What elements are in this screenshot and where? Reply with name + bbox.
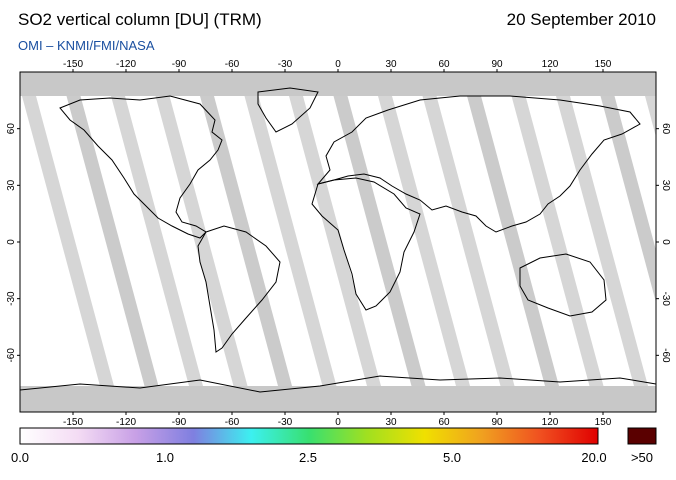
- lon-tick-label: 30: [385, 417, 397, 428]
- lat-tick-label: 60: [660, 123, 671, 135]
- australia-coast: [519, 253, 607, 317]
- longitude-ticks-top: -150 -120 -90 -60 -30 0 30 60 90 120 150: [63, 59, 612, 72]
- lat-tick-label: -60: [6, 348, 17, 363]
- lon-tick-label: 90: [491, 417, 503, 428]
- orbit-gap-swath: [155, 96, 248, 386]
- lon-tick-label: -90: [172, 417, 187, 428]
- coastlines: [20, 87, 656, 393]
- colorbar-label: 20.0: [581, 450, 607, 465]
- orbit-gap-swath: [333, 96, 426, 386]
- latitude-ticks-left: 60 30 0 -30 -60: [6, 123, 20, 363]
- map-date: 20 September 2010: [506, 10, 656, 29]
- lon-tick-label: -150: [63, 417, 83, 428]
- lat-tick-label: 60: [6, 123, 17, 135]
- colorbar: [19, 427, 599, 445]
- lon-tick-label: -30: [278, 417, 293, 428]
- colorbar-overflow-label: >50: [630, 450, 654, 465]
- colorbar-overflow-swatch: [627, 427, 657, 445]
- lon-tick-label: 120: [542, 59, 559, 70]
- lat-tick-label: 0: [6, 239, 17, 245]
- orbit-gap-swath: [422, 96, 515, 386]
- data-credit: OMI – KNMI/FMI/NASA: [18, 38, 155, 53]
- lon-tick-label: 0: [335, 59, 341, 70]
- lon-tick-label: 90: [491, 59, 503, 70]
- map-layers: [20, 72, 656, 412]
- eurasia-coast: [316, 95, 641, 233]
- lat-tick-label: 30: [660, 180, 671, 192]
- lon-tick-label: -90: [172, 59, 187, 70]
- greenland-coast: [257, 87, 319, 133]
- orbit-gap-swath: [289, 96, 381, 386]
- orbit-gap-swath: [556, 96, 648, 386]
- orbit-gap-swath: [600, 96, 656, 303]
- orbit-gaps: [22, 96, 656, 386]
- orbit-gap-swath: [511, 96, 604, 386]
- colorbar-label: 0.0: [10, 450, 30, 465]
- south-america-coast: [197, 225, 281, 353]
- lon-tick-label: 0: [335, 417, 341, 428]
- orbit-gap-swath: [66, 96, 159, 386]
- lon-tick-label: 150: [595, 59, 612, 70]
- lat-tick-label: -30: [6, 291, 17, 306]
- lon-tick-label: -120: [116, 59, 136, 70]
- map-title: SO2 vertical column [DU] (TRM): [18, 10, 262, 29]
- colorbar-label: 1.0: [155, 450, 175, 465]
- arctic-nodata: [20, 72, 656, 96]
- lat-tick-label: 30: [6, 179, 17, 191]
- lat-tick-label: -60: [660, 348, 671, 363]
- lat-tick-label: 0: [660, 239, 671, 245]
- lon-tick-label: -60: [225, 59, 240, 70]
- orbit-gap-swath: [467, 96, 559, 386]
- orbit-gap-swath: [22, 96, 114, 386]
- colorbar-label: 2.5: [298, 450, 318, 465]
- lon-tick-label: 30: [385, 59, 397, 70]
- longitude-ticks-bottom: -150 -120 -90 -60 -30 0 30 60 90 120 150: [63, 412, 612, 428]
- lon-tick-label: -120: [116, 417, 136, 428]
- africa-coast: [311, 177, 421, 311]
- lon-tick-label: -60: [225, 417, 240, 428]
- lon-tick-label: -150: [63, 59, 83, 70]
- north-america-coast: [59, 95, 223, 239]
- colorbar-label: 5.0: [442, 450, 462, 465]
- latitude-ticks-right: 60 30 0 -30 -60: [656, 123, 671, 363]
- orbit-gap-swath: [645, 96, 656, 137]
- orbit-gap-swath: [200, 96, 292, 386]
- orbit-gap-swath: [378, 96, 470, 386]
- antarctic-nodata: [20, 386, 656, 412]
- lat-tick-label: -30: [660, 291, 671, 306]
- antarctica-coast: [20, 375, 656, 393]
- lon-tick-label: 150: [595, 417, 612, 428]
- lon-tick-label: 120: [542, 417, 559, 428]
- lon-tick-label: 60: [438, 417, 450, 428]
- orbit-gap-swath: [111, 96, 203, 386]
- lon-tick-label: 60: [438, 59, 450, 70]
- orbit-gap-swath: [244, 96, 337, 386]
- lon-tick-label: -30: [278, 59, 293, 70]
